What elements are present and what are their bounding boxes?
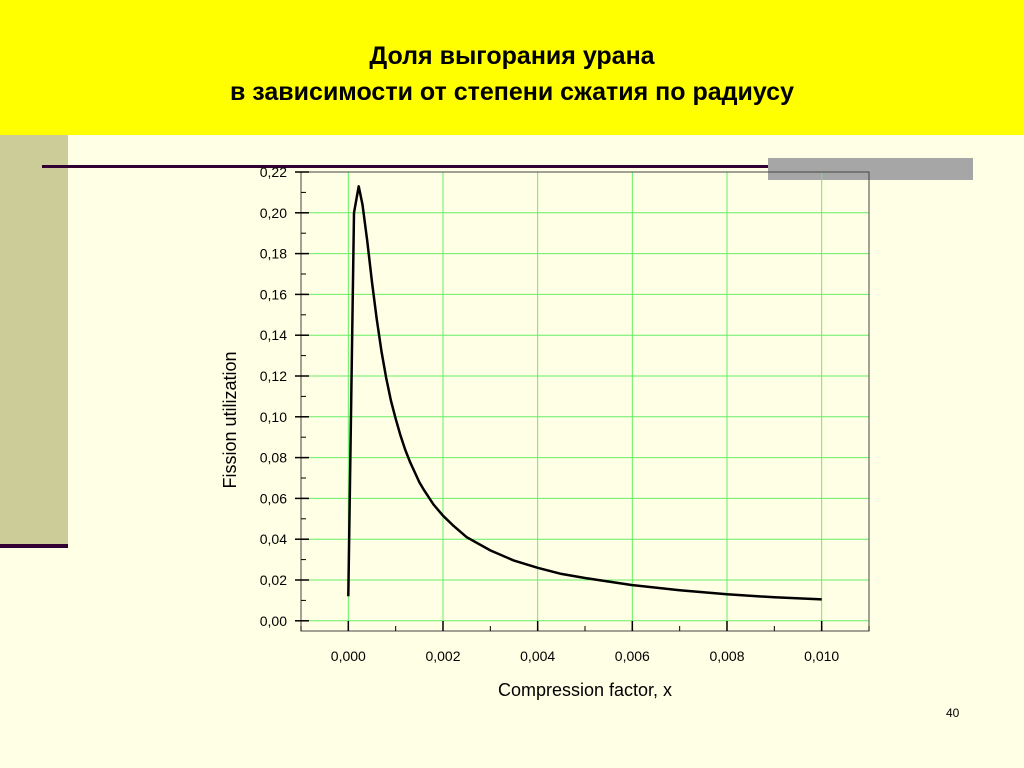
y-tick-label: 0,22: [260, 164, 287, 180]
y-tick-label: 0,20: [260, 205, 287, 221]
title-line-2: в зависимости от степени сжатия по радиу…: [229, 78, 794, 106]
x-tick-label: 0,008: [709, 648, 744, 664]
chart-grid: [301, 171, 869, 631]
side-decor-bar: [0, 135, 68, 545]
series-line: [347, 185, 822, 601]
plot-frame: [300, 171, 870, 632]
y-tick-label: 0,16: [260, 286, 287, 302]
gray-decor-block: [768, 158, 973, 180]
y-tick-label: 0,02: [260, 572, 287, 588]
y-tick-label: 0,06: [260, 490, 287, 506]
x-axis-label: Compression factor, x: [498, 680, 672, 700]
chart-tick-labels: 0,000 0,002 0,004 0,006 0,008 0,010 0,00 0,02 0,…: [260, 164, 840, 664]
x-tick-label: 0,010: [804, 648, 839, 664]
slide-title: Доля выгорания урана в зависимости от ст…: [0, 38, 1024, 110]
title-banner: [0, 0, 1024, 135]
y-tick-label: 0,00: [260, 613, 287, 629]
y-tick-label: 0,12: [260, 368, 287, 384]
side-decor-line: [0, 544, 68, 548]
chart-axes: [295, 171, 870, 632]
y-axis-label: Fission utilization: [220, 351, 240, 488]
title-line-1: Доля выгорания урана: [369, 42, 655, 70]
y-tick-label: 0,08: [260, 450, 287, 466]
x-tick-label: 0,004: [520, 648, 555, 664]
y-tick-label: 0,04: [260, 531, 287, 547]
page-number: 40: [946, 706, 960, 720]
x-tick-label: 0,006: [615, 648, 650, 664]
chart-series: [347, 185, 822, 601]
y-tick-label: 0,14: [260, 327, 287, 343]
horizontal-rule: [42, 165, 972, 168]
y-tick-label: 0,18: [260, 246, 287, 262]
x-tick-label: 0,000: [331, 648, 366, 664]
x-tick-label: 0,002: [425, 648, 460, 664]
y-tick-label: 0,10: [260, 409, 287, 425]
